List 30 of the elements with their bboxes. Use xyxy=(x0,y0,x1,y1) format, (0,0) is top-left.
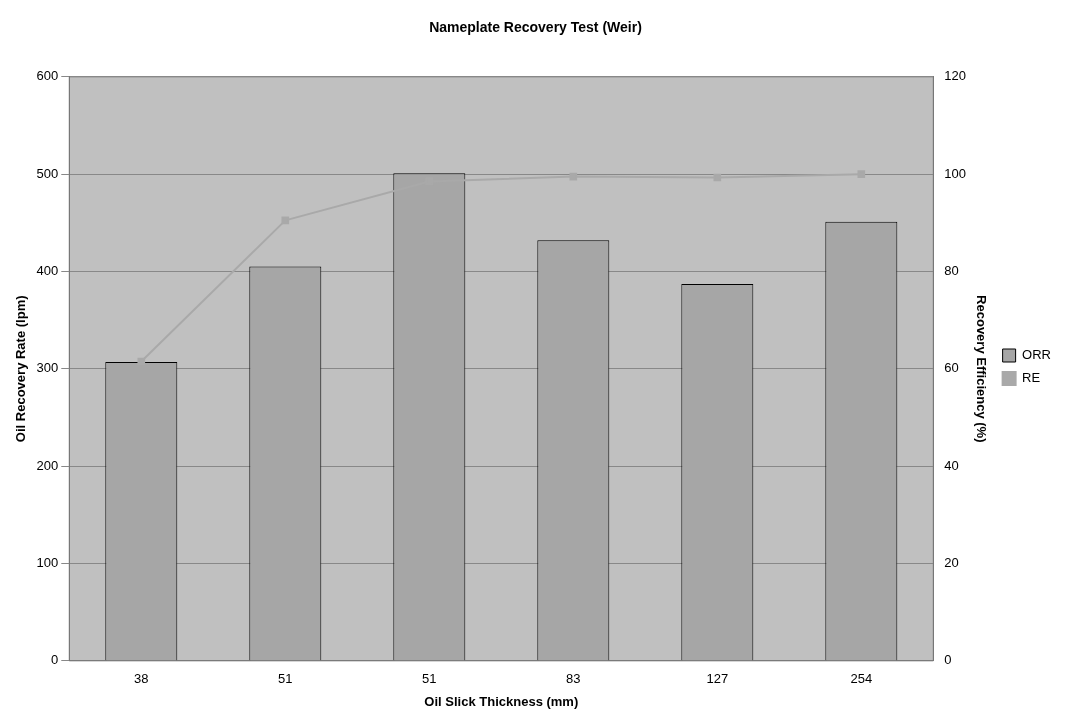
y-tick-label: 300 xyxy=(36,360,59,376)
y2-axis-title: Recovery Efficiency (%) xyxy=(974,295,990,443)
y-tick-label: 0 xyxy=(51,652,59,668)
legend-label: ORR xyxy=(1022,347,1051,363)
chart-title: Nameplate Recovery Test (Weir) xyxy=(429,19,642,36)
y2-tick-label: 80 xyxy=(944,263,959,279)
point xyxy=(713,173,722,182)
y-tick-label: 100 xyxy=(36,555,59,571)
y-tick-label: 600 xyxy=(36,68,59,84)
y2-tick-label: 20 xyxy=(944,555,959,571)
point xyxy=(281,216,290,225)
y2-tick-label: 100 xyxy=(944,165,967,181)
y-tick-label: 200 xyxy=(36,457,59,473)
y2-tick-label: 120 xyxy=(944,68,967,84)
x-tick-label: 51 xyxy=(422,671,437,687)
y-tick-label: 500 xyxy=(36,165,59,181)
y2-tick-label: 40 xyxy=(944,457,959,473)
point xyxy=(569,172,578,181)
x-tick-label: 127 xyxy=(706,671,729,687)
legend-label: RE xyxy=(1022,370,1041,386)
x-tick-label: 38 xyxy=(134,671,149,687)
y2-tick-label: 60 xyxy=(944,360,959,376)
x-tick-label: 254 xyxy=(850,671,873,687)
x-tick-label: 51 xyxy=(278,671,293,687)
x-tick-label: 83 xyxy=(566,671,581,687)
point xyxy=(857,170,866,178)
y-axis-title: Oil Recovery Rate (lpm) xyxy=(13,295,29,443)
y-tick-label: 400 xyxy=(36,263,59,279)
y2-tick-label: 0 xyxy=(944,652,952,668)
x-axis-title: Oil Slick Thickness (mm) xyxy=(424,693,579,709)
